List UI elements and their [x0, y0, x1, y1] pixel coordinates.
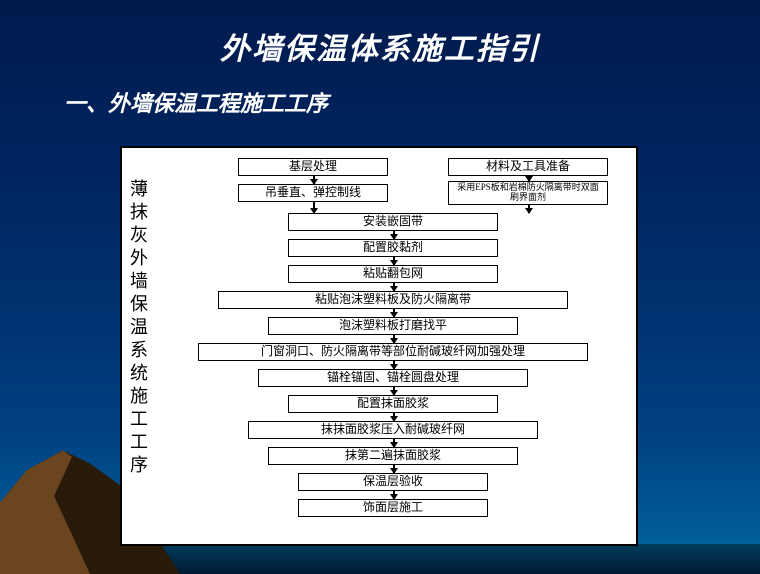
flow-node-n10: 门窗洞口、防火隔离带等部位耐碱玻纤网加强处理 — [198, 343, 588, 361]
flow-node-n4: 采用EPS板和岩棉防火隔离带时双面刷界面剂 — [448, 181, 608, 205]
flow-arrow — [393, 283, 395, 291]
flow-node-n11: 锚栓锚固、锚栓圆盘处理 — [258, 369, 528, 387]
flow-arrow — [313, 176, 315, 184]
flow-node-n2: 材料及工具准备 — [448, 158, 608, 176]
flowchart-container: 薄抹灰外墙保温系统施工工序 基层处理 材料及工具准备吊垂直、弹控制线 采用EPS板和… — [120, 146, 638, 546]
flow-arrow — [393, 231, 395, 239]
flowchart-vertical-label: 薄抹灰外墙保温系统施工工序 — [128, 178, 150, 477]
flow-arrow — [393, 413, 395, 421]
flow-node-n12: 配置抹面胶浆 — [288, 395, 498, 413]
flow-arrow — [393, 361, 395, 369]
flow-arrow — [393, 309, 395, 317]
flow-node-n7: 粘贴翻包网 — [288, 265, 498, 283]
flow-node-n14: 抹第二遍抹面胶浆 — [268, 447, 518, 465]
flow-arrow — [393, 335, 395, 343]
flow-node-n13: 抹抹面胶浆压入耐碱玻纤网 — [248, 421, 538, 439]
section-heading: 一、外墙保温工程施工工序 — [64, 86, 760, 118]
flow-node-n1: 基层处理 — [238, 158, 388, 176]
flow-arrow — [313, 202, 315, 213]
flow-arrow — [393, 465, 395, 473]
flow-arrow — [393, 439, 395, 447]
flow-node-n5: 安装嵌固带 — [288, 213, 498, 231]
flow-node-n9: 泡沫塑料板打磨找平 — [268, 317, 518, 335]
flow-arrow — [393, 387, 395, 395]
flow-node-n15: 保温层验收 — [298, 473, 488, 491]
flow-arrow — [528, 205, 530, 213]
flow-arrow — [393, 491, 395, 499]
flow-arrow — [393, 257, 395, 265]
flowchart-canvas: 基层处理 材料及工具准备吊垂直、弹控制线 采用EPS板和岩棉防火隔离带时双面刷界面剂… — [158, 156, 628, 536]
flow-node-n8: 粘贴泡沫塑料板及防火隔离带 — [218, 291, 568, 309]
slide-title: 外墙保温体系施工指引 — [0, 0, 760, 68]
flow-node-n16: 饰面层施工 — [298, 499, 488, 517]
flow-arrow — [528, 176, 530, 181]
flow-node-n6: 配置胶黏剂 — [288, 239, 498, 257]
flow-node-n3: 吊垂直、弹控制线 — [238, 184, 388, 202]
